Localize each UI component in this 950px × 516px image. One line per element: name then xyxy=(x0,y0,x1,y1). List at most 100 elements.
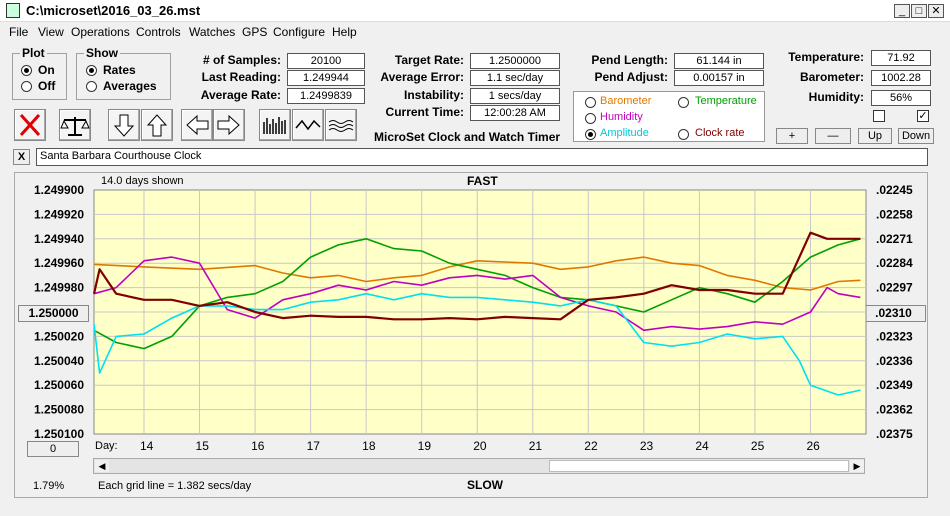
pend-length-label: Pend Length: xyxy=(591,53,668,67)
menu-gps[interactable]: GPS xyxy=(242,25,268,39)
show-group xyxy=(76,53,171,100)
last-reading-field: 1.249944 xyxy=(287,70,365,86)
window-title: C:\microset\2016_03_26.mst xyxy=(26,3,201,18)
x-tick-label: 24 xyxy=(695,439,709,453)
maximize-button[interactable]: □ xyxy=(911,4,927,18)
x-tick-label: 25 xyxy=(751,439,765,453)
x-axis-label: Day: xyxy=(95,440,118,452)
scale-icon xyxy=(60,117,90,136)
target-rate-field[interactable]: 1.2500000 xyxy=(470,53,560,69)
plot-on-radio[interactable] xyxy=(21,65,32,76)
y-right-tick-label: .02245 xyxy=(876,183,913,197)
y-right-tick-label: .02297 xyxy=(876,281,913,295)
pend-length-field[interactable]: 61.144 in xyxy=(674,53,764,69)
zero-button[interactable]: 0 xyxy=(27,441,79,457)
x-tick-label: 14 xyxy=(140,439,154,453)
x-tick-label: 19 xyxy=(418,439,432,453)
show-rates-radio[interactable] xyxy=(86,65,97,76)
minimize-button[interactable]: _ xyxy=(894,4,910,18)
x-tick-label: 23 xyxy=(640,439,654,453)
series-line-barometer xyxy=(93,256,861,291)
x-tick-label: 15 xyxy=(196,439,210,453)
up-button[interactable]: Up xyxy=(858,128,892,144)
humidity-label: Humidity: xyxy=(808,90,864,104)
y-right-tick-label: .02375 xyxy=(876,427,913,441)
arrow-right-icon xyxy=(217,114,240,136)
series-temperature-label: Temperature xyxy=(695,95,757,107)
y-right-tick-label: .02349 xyxy=(876,378,913,392)
horizontal-scrollbar[interactable]: ◀ ▶ xyxy=(93,458,865,474)
y-right-tick-label: .02362 xyxy=(876,403,913,417)
right-axis-center-button[interactable]: .02310 xyxy=(861,305,926,322)
y-left-tick-label: 1.249980 xyxy=(34,281,84,295)
plot-off-label: Off xyxy=(38,79,56,93)
menu-controls[interactable]: Controls xyxy=(136,25,181,39)
plus-button[interactable]: + xyxy=(776,128,808,144)
y-left-tick-label: 1.250040 xyxy=(34,354,84,368)
menu-configure[interactable]: Configure xyxy=(273,25,326,39)
show-averages-radio[interactable] xyxy=(86,81,97,92)
y-left-tick-label: 1.249960 xyxy=(34,256,84,270)
clear-button[interactable] xyxy=(14,109,46,141)
arrow-right-button[interactable] xyxy=(213,109,245,141)
option-checkbox-2[interactable]: ✓ xyxy=(917,110,929,122)
y-left-tick-label: 1.250060 xyxy=(34,378,84,392)
plot-on-label: On xyxy=(38,63,55,77)
bar-plot-button[interactable] xyxy=(259,109,291,141)
current-time-field: 12:00:28 AM xyxy=(470,105,560,121)
minus-button[interactable]: — xyxy=(815,128,851,144)
option-checkbox-1[interactable] xyxy=(873,110,885,122)
plot-group-title: Plot xyxy=(20,46,47,60)
series-clock-rate-radio[interactable] xyxy=(678,129,689,140)
scroll-left-arrow[interactable]: ◀ xyxy=(95,460,109,472)
down-button[interactable]: Down xyxy=(898,128,934,144)
arrow-up-icon xyxy=(146,114,168,137)
menu-file[interactable]: File xyxy=(9,25,29,39)
average-error-label: Average Error: xyxy=(380,70,464,84)
series-options-panel: Barometer Temperature Humidity Amplitude… xyxy=(573,91,765,142)
clock-name-field[interactable]: Santa Barbara Courthouse Clock xyxy=(36,148,928,166)
series-temperature-radio[interactable] xyxy=(678,97,689,108)
left-axis-center-button[interactable]: 1.250000 xyxy=(18,305,89,322)
title-bar: C:\microset\2016_03_26.mst _ □ ✕ xyxy=(0,0,950,22)
series-barometer-radio[interactable] xyxy=(585,97,596,108)
temperature-label: Temperature: xyxy=(788,50,864,64)
plot-off-radio[interactable] xyxy=(21,81,32,92)
series-humidity-radio[interactable] xyxy=(585,113,596,124)
show-averages-label: Averages xyxy=(103,79,157,93)
samples-field: 20100 xyxy=(287,53,365,69)
wave-icon xyxy=(295,119,321,131)
line-plot-button[interactable] xyxy=(292,109,324,141)
menu-watches[interactable]: Watches xyxy=(189,25,236,39)
menu-help[interactable]: Help xyxy=(332,25,357,39)
scroll-thumb[interactable] xyxy=(549,460,849,472)
average-error-field: 1.1 sec/day xyxy=(470,70,560,86)
y-right-tick-label: .02258 xyxy=(876,207,913,221)
x-tick-label: 17 xyxy=(307,439,321,453)
average-rate-label: Average Rate: xyxy=(200,88,281,102)
samples-label: # of Samples: xyxy=(202,53,281,67)
arrow-up-button[interactable] xyxy=(141,109,173,141)
average-rate-field: 1.2499839 xyxy=(287,88,365,104)
x-tick-label: 18 xyxy=(362,439,376,453)
arrow-left-button[interactable] xyxy=(181,109,213,141)
y-right-tick-label: .02284 xyxy=(876,256,913,270)
balance-button[interactable] xyxy=(59,109,91,141)
arrow-down-button[interactable] xyxy=(108,109,140,141)
close-button[interactable]: ✕ xyxy=(928,4,944,18)
ripple-icon xyxy=(328,120,354,132)
menu-operations[interactable]: Operations xyxy=(71,25,130,39)
last-reading-label: Last Reading: xyxy=(201,70,281,84)
instability-field: 1 secs/day xyxy=(470,88,560,104)
menu-view[interactable]: View xyxy=(38,25,64,39)
smooth-plot-button[interactable] xyxy=(325,109,357,141)
show-rates-label: Rates xyxy=(103,63,136,77)
x-tick-label: 26 xyxy=(806,439,820,453)
scroll-right-arrow[interactable]: ▶ xyxy=(850,460,864,472)
series-amplitude-radio[interactable] xyxy=(585,129,596,140)
y-right-tick-label: .02323 xyxy=(876,329,913,343)
fast-label: FAST xyxy=(467,174,498,188)
clock-close-button[interactable]: X xyxy=(13,149,30,165)
red-x-icon xyxy=(19,113,41,137)
series-barometer-label: Barometer xyxy=(600,95,652,107)
